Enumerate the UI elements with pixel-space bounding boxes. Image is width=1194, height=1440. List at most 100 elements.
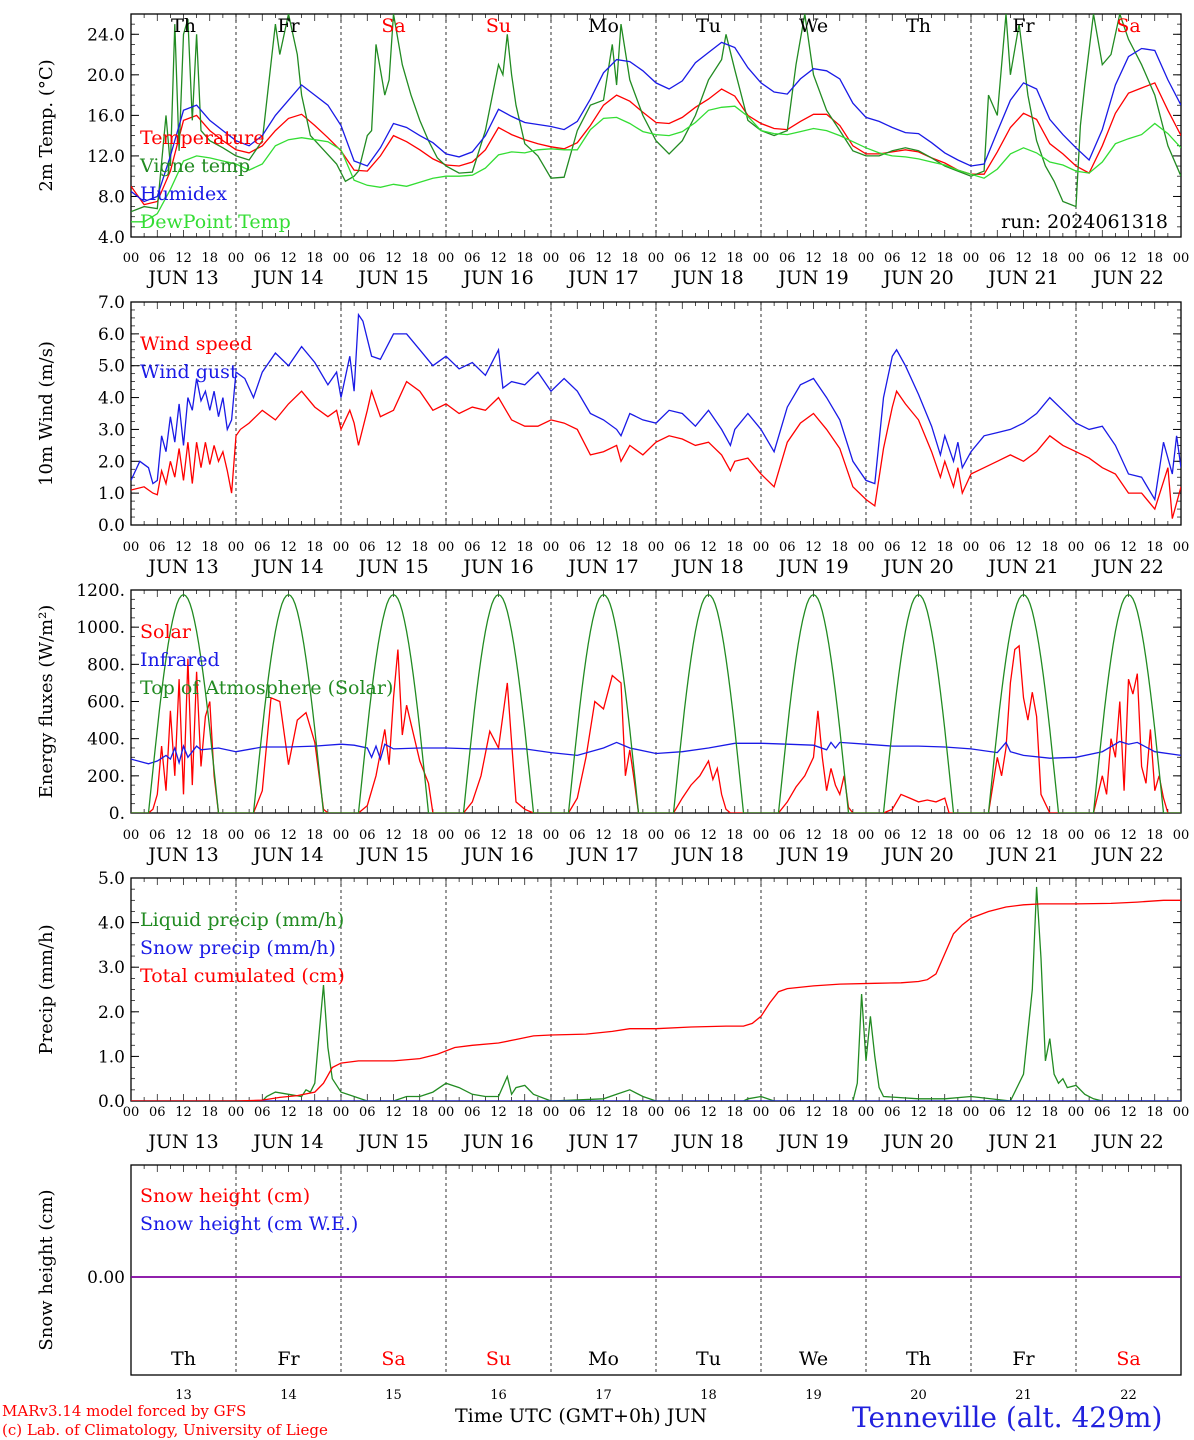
hour-tick-label: 12 (595, 1105, 612, 1120)
day-label: JUN 16 (461, 267, 533, 289)
hour-tick-label: 18 (1041, 540, 1058, 555)
hour-tick-label: 00 (963, 540, 980, 555)
hour-tick-label: 06 (254, 828, 271, 843)
location-label: Tenneville (alt. 429m) (852, 1401, 1163, 1434)
legend-entry: DewPoint Temp (140, 211, 291, 233)
hour-tick-label: 18 (621, 1105, 638, 1120)
hour-tick-label: 06 (779, 251, 796, 266)
y-tick-label: 1.0 (98, 484, 125, 504)
weekday-label-bottom: Su (486, 1348, 511, 1370)
hour-tick-label: 18 (831, 251, 848, 266)
y-tick-label: 4.0 (98, 389, 125, 409)
day-label: JUN 19 (776, 1131, 848, 1153)
day-label: JUN 13 (146, 556, 218, 578)
hour-tick-label: 06 (989, 251, 1006, 266)
hour-tick-label: 00 (1173, 251, 1190, 266)
hour-tick-label: 00 (123, 251, 140, 266)
day-label: JUN 14 (251, 844, 323, 866)
hour-tick-label: 00 (753, 828, 770, 843)
hour-tick-label: 18 (936, 540, 953, 555)
hour-tick-label: 00 (858, 1105, 875, 1120)
weekday-label-bottom: Sa (381, 1348, 405, 1370)
day-label: JUN 14 (251, 1131, 323, 1153)
hour-tick-label: 00 (1173, 540, 1190, 555)
y-tick-label: 3.0 (98, 420, 125, 440)
y-tick-label: 3.0 (98, 958, 125, 978)
day-label: JUN 16 (461, 1131, 533, 1153)
panel-4: 0.0 1.0 2.0 3.0 4.0 5.0 Precip (mm/h) Liquid pr… (36, 869, 1189, 1153)
hour-tick-label: 06 (884, 1105, 901, 1120)
y-tick-label: 5.0 (98, 357, 125, 377)
hour-tick-label: 06 (254, 251, 271, 266)
y-tick-label: 1.0 (98, 1047, 125, 1067)
panel-frame (130, 13, 1182, 238)
hour-tick-label: 06 (674, 828, 691, 843)
legend-entry: Snow height (cm W.E.) (140, 1213, 358, 1235)
hour-tick-label: 06 (464, 251, 481, 266)
hour-tick-label: 00 (753, 251, 770, 266)
hour-tick-label: 18 (201, 828, 218, 843)
hour-tick-label: 18 (726, 828, 743, 843)
day-label: JUN 13 (146, 1131, 218, 1153)
hour-tick-label: 18 (1041, 251, 1058, 266)
hour-tick-label: 12 (1120, 540, 1137, 555)
hour-tick-label: 18 (306, 251, 323, 266)
hour-tick-label: 12 (490, 828, 507, 843)
hour-tick-label: 12 (280, 828, 297, 843)
day-label: JUN 22 (1091, 556, 1163, 578)
hour-tick-label: 12 (1120, 828, 1137, 843)
y-tick-label: 0.0 (98, 1092, 125, 1112)
hour-tick-label: 18 (516, 828, 533, 843)
day-label: JUN 19 (776, 267, 848, 289)
hour-tick-label: 06 (254, 1105, 271, 1120)
lab-credit: (c) Lab. of Climatology, University of L… (2, 1421, 328, 1439)
y-tick-label: 6.0 (98, 325, 125, 345)
y-tick-label: 20.0 (87, 66, 125, 86)
hour-tick-label: 06 (149, 828, 166, 843)
hour-tick-label: 06 (569, 1105, 586, 1120)
hour-tick-label: 18 (201, 540, 218, 555)
day-number: 14 (280, 1388, 297, 1403)
panel-1: 4.0 8.0 12.0 16.0 20.0 24.0 2m Temp. (°C) Tempe… (36, 13, 1190, 289)
weekday-label-top: Fr (277, 15, 300, 37)
hour-tick-label: 12 (910, 828, 927, 843)
weekday-label-bottom: Fr (1012, 1348, 1035, 1370)
hour-tick-label: 00 (123, 828, 140, 843)
hour-tick-label: 06 (464, 828, 481, 843)
hour-tick-label: 00 (228, 1105, 245, 1120)
day-label: JUN 16 (461, 844, 533, 866)
hour-tick-label: 12 (280, 1105, 297, 1120)
day-label: JUN 22 (1091, 267, 1163, 289)
hour-tick-label: 18 (726, 251, 743, 266)
y-axis-label: 2m Temp. (°C) (36, 59, 57, 191)
hour-tick-label: 18 (726, 540, 743, 555)
weekday-label-top: Sa (1116, 15, 1140, 37)
day-label: JUN 20 (881, 1131, 953, 1153)
hour-tick-label: 12 (175, 828, 192, 843)
hour-tick-label: 06 (464, 1105, 481, 1120)
hour-tick-label: 12 (595, 540, 612, 555)
panel-2: 0.0 1.0 2.0 3.0 4.0 5.0 6.0 7.0 10m Wind (m/s) Wi… (36, 293, 1189, 578)
hour-tick-label: 06 (779, 1105, 796, 1120)
day-label: JUN 15 (356, 267, 428, 289)
hour-tick-label: 12 (805, 828, 822, 843)
hour-tick-label: 12 (910, 251, 927, 266)
hour-tick-label: 00 (123, 1105, 140, 1120)
hour-tick-label: 06 (569, 251, 586, 266)
hour-tick-label: 18 (1146, 828, 1163, 843)
hour-tick-label: 06 (674, 251, 691, 266)
legend-entry: Top of Atmosphere (Solar) (140, 677, 393, 699)
legend-entry: Wind gust (140, 361, 238, 383)
hour-tick-label: 18 (201, 1105, 218, 1120)
hour-tick-label: 00 (333, 1105, 350, 1120)
weekday-label-top: Th (906, 15, 931, 37)
hour-tick-label: 00 (1173, 1105, 1190, 1120)
weekday-label-bottom: We (799, 1348, 828, 1370)
hour-tick-label: 12 (595, 828, 612, 843)
hour-tick-label: 18 (831, 1105, 848, 1120)
day-label: JUN 21 (986, 267, 1058, 289)
hour-tick-label: 12 (805, 540, 822, 555)
hour-tick-label: 12 (490, 540, 507, 555)
hour-tick-label: 00 (858, 540, 875, 555)
